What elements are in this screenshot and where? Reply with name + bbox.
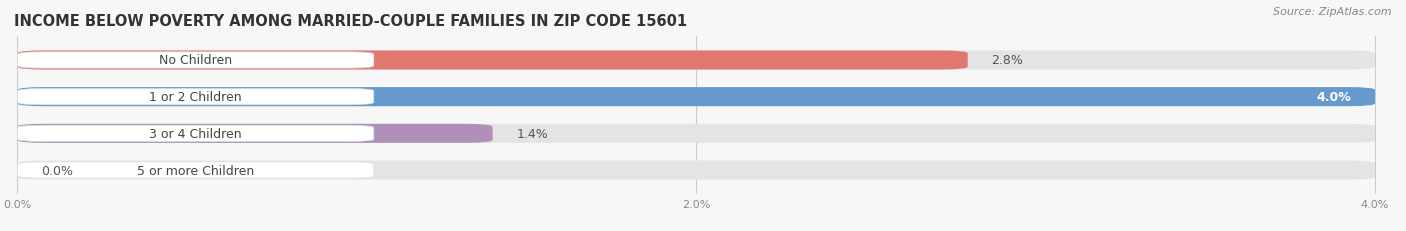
FancyBboxPatch shape: [17, 162, 374, 178]
Text: 3 or 4 Children: 3 or 4 Children: [149, 127, 242, 140]
Text: 1.4%: 1.4%: [516, 127, 548, 140]
Text: INCOME BELOW POVERTY AMONG MARRIED-COUPLE FAMILIES IN ZIP CODE 15601: INCOME BELOW POVERTY AMONG MARRIED-COUPL…: [14, 14, 688, 29]
Text: 0.0%: 0.0%: [41, 164, 73, 177]
FancyBboxPatch shape: [17, 51, 1375, 70]
FancyBboxPatch shape: [17, 53, 374, 69]
FancyBboxPatch shape: [17, 89, 374, 105]
FancyBboxPatch shape: [17, 51, 967, 70]
Text: Source: ZipAtlas.com: Source: ZipAtlas.com: [1274, 7, 1392, 17]
Text: 4.0%: 4.0%: [1316, 91, 1351, 104]
FancyBboxPatch shape: [17, 124, 1375, 143]
FancyBboxPatch shape: [17, 124, 492, 143]
FancyBboxPatch shape: [17, 88, 1375, 107]
FancyBboxPatch shape: [17, 126, 374, 142]
Text: 5 or more Children: 5 or more Children: [136, 164, 254, 177]
Text: 2.8%: 2.8%: [991, 54, 1024, 67]
FancyBboxPatch shape: [17, 88, 1375, 107]
FancyBboxPatch shape: [17, 161, 1375, 180]
Text: 1 or 2 Children: 1 or 2 Children: [149, 91, 242, 104]
Text: No Children: No Children: [159, 54, 232, 67]
